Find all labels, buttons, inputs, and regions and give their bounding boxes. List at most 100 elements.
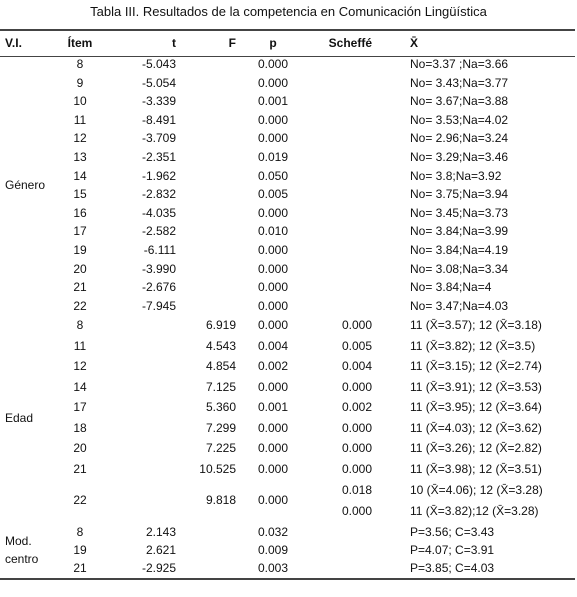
item: 9 bbox=[76, 75, 84, 90]
f-value: 9.818 bbox=[205, 493, 236, 507]
t-value: -2.351 bbox=[141, 150, 176, 164]
mean: No= 3.84;Na=4.19 bbox=[410, 243, 509, 257]
p-value: 0.000 bbox=[257, 298, 289, 313]
t-value: -5.043 bbox=[141, 57, 176, 71]
t-value: -1.962 bbox=[141, 168, 176, 183]
item: 12 bbox=[73, 131, 87, 146]
mean: 11 (X̄=3.95); 12 (X̄=3.64) bbox=[410, 400, 542, 415]
mean: No= 3.84;Na=4 bbox=[410, 280, 492, 295]
p-value: 0.001 bbox=[257, 400, 289, 415]
t-value: -5.054 bbox=[141, 75, 176, 90]
p-value: 0.004 bbox=[257, 338, 289, 353]
group-label: Edad bbox=[5, 411, 34, 425]
mean: P=3.56; C=3.43 bbox=[410, 525, 495, 539]
t-value: -6.111 bbox=[143, 243, 176, 257]
mean: 11 (X̄=3.15); 12 (X̄=2.74) bbox=[410, 359, 542, 374]
f-value: 7.225 bbox=[205, 441, 236, 456]
f-value: 4.854 bbox=[205, 359, 236, 374]
item: 17 bbox=[73, 400, 87, 415]
mean: 11 (X̄=3.98); 12 (X̄=3.51) bbox=[410, 461, 542, 476]
t-value: -2.676 bbox=[141, 280, 176, 295]
p-value: 0.000 bbox=[257, 280, 289, 295]
item: 20 bbox=[73, 261, 87, 276]
p-value: 0.001 bbox=[257, 94, 289, 109]
header-vi: V.I. bbox=[5, 36, 22, 50]
item: 8 bbox=[76, 318, 84, 333]
scheffe: 0.002 bbox=[341, 400, 372, 415]
mean: No= 3.29;Na=3.46 bbox=[410, 150, 509, 164]
p-value: 0.000 bbox=[257, 131, 289, 146]
top-rule bbox=[0, 29, 575, 31]
scheffe: 0.005 bbox=[341, 338, 372, 353]
mean: No= 3.43;Na=3.77 bbox=[410, 75, 509, 90]
f-value: 4.543 bbox=[205, 338, 236, 353]
mean: 11 (X̄=3.26); 12 (X̄=2.82) bbox=[410, 441, 542, 456]
group-label: Mod. bbox=[5, 534, 32, 548]
item: 19 bbox=[73, 243, 87, 257]
t-value: -4.035 bbox=[141, 205, 176, 220]
f-value: 7.125 bbox=[205, 379, 236, 394]
mean: No= 3.47;Na=4.03 bbox=[410, 298, 509, 313]
item: 21 bbox=[73, 561, 87, 575]
p-value: 0.000 bbox=[257, 318, 289, 333]
p-value: 0.000 bbox=[257, 461, 289, 476]
mean: 11 (X̄=3.91); 12 (X̄=3.53) bbox=[410, 379, 542, 394]
p-value: 0.003 bbox=[257, 561, 289, 575]
p-value: 0.050 bbox=[257, 168, 289, 183]
header-rule bbox=[0, 56, 575, 57]
p-value: 0.000 bbox=[257, 75, 289, 90]
mean: No=3.37 ;Na=3.66 bbox=[410, 57, 509, 71]
t-value: -3.990 bbox=[141, 261, 176, 276]
p-value: 0.000 bbox=[257, 261, 289, 276]
p-value: 0.002 bbox=[257, 359, 289, 374]
item: 8 bbox=[76, 57, 84, 71]
item: 10 bbox=[73, 94, 87, 109]
header-f-value: F bbox=[228, 36, 236, 50]
mean: No= 3.67;Na=3.88 bbox=[410, 94, 509, 109]
item: 13 bbox=[73, 150, 87, 164]
item: 22 bbox=[73, 298, 87, 313]
t-value: -2.582 bbox=[141, 224, 176, 239]
scheffe: 0.000 bbox=[341, 504, 372, 518]
mean: 10 (X̄=4.06); 12 (X̄=3.28) bbox=[410, 483, 543, 497]
p-value: 0.000 bbox=[257, 493, 289, 507]
t-value: -7.945 bbox=[141, 298, 176, 313]
t-value: 2.621 bbox=[145, 543, 176, 557]
t-value: -8.491 bbox=[141, 112, 176, 127]
item: 14 bbox=[73, 168, 87, 183]
scheffe: 0.000 bbox=[341, 379, 372, 394]
mean: No= 3.08;Na=3.34 bbox=[410, 261, 509, 276]
t-value: 2.143 bbox=[145, 525, 176, 539]
group-label: centro bbox=[5, 552, 39, 566]
item: 21 bbox=[73, 280, 87, 295]
mean: No= 3.45;Na=3.73 bbox=[410, 205, 509, 220]
header-t-value: t bbox=[172, 36, 176, 50]
p-value: 0.000 bbox=[257, 441, 289, 456]
t-value: -3.709 bbox=[141, 131, 176, 146]
item: 8 bbox=[76, 525, 84, 539]
scheffe: 0.000 bbox=[341, 441, 372, 456]
mean: No= 3.84;Na=3.99 bbox=[410, 224, 509, 239]
t-value: -3.339 bbox=[141, 94, 176, 109]
p-value: 0.000 bbox=[257, 205, 289, 220]
group-label: Género bbox=[5, 177, 46, 192]
item: 12 bbox=[73, 359, 87, 374]
item: 22 bbox=[73, 493, 87, 507]
header-item: Ítem bbox=[67, 36, 93, 50]
bottom-rule bbox=[0, 578, 575, 580]
p-value: 0.000 bbox=[257, 57, 289, 71]
t-value: -2.925 bbox=[141, 561, 176, 575]
p-value: 0.010 bbox=[257, 224, 289, 239]
mean: No= 3.53;Na=4.02 bbox=[410, 112, 509, 127]
scheffe: 0.004 bbox=[341, 359, 372, 374]
scheffe: 0.000 bbox=[341, 420, 372, 435]
p-value: 0.019 bbox=[257, 150, 289, 164]
mean: 11 (X̄=4.03); 12 (X̄=3.62) bbox=[410, 420, 542, 435]
scheffe: 0.000 bbox=[341, 461, 372, 476]
item: 19 bbox=[73, 543, 87, 557]
mean: 11 (X̄=3.82);12 (X̄=3.28) bbox=[410, 504, 539, 518]
p-value: 0.032 bbox=[257, 525, 289, 539]
scheffe: 0.000 bbox=[341, 318, 372, 333]
mean: P=4.07; C=3.91 bbox=[410, 543, 495, 557]
